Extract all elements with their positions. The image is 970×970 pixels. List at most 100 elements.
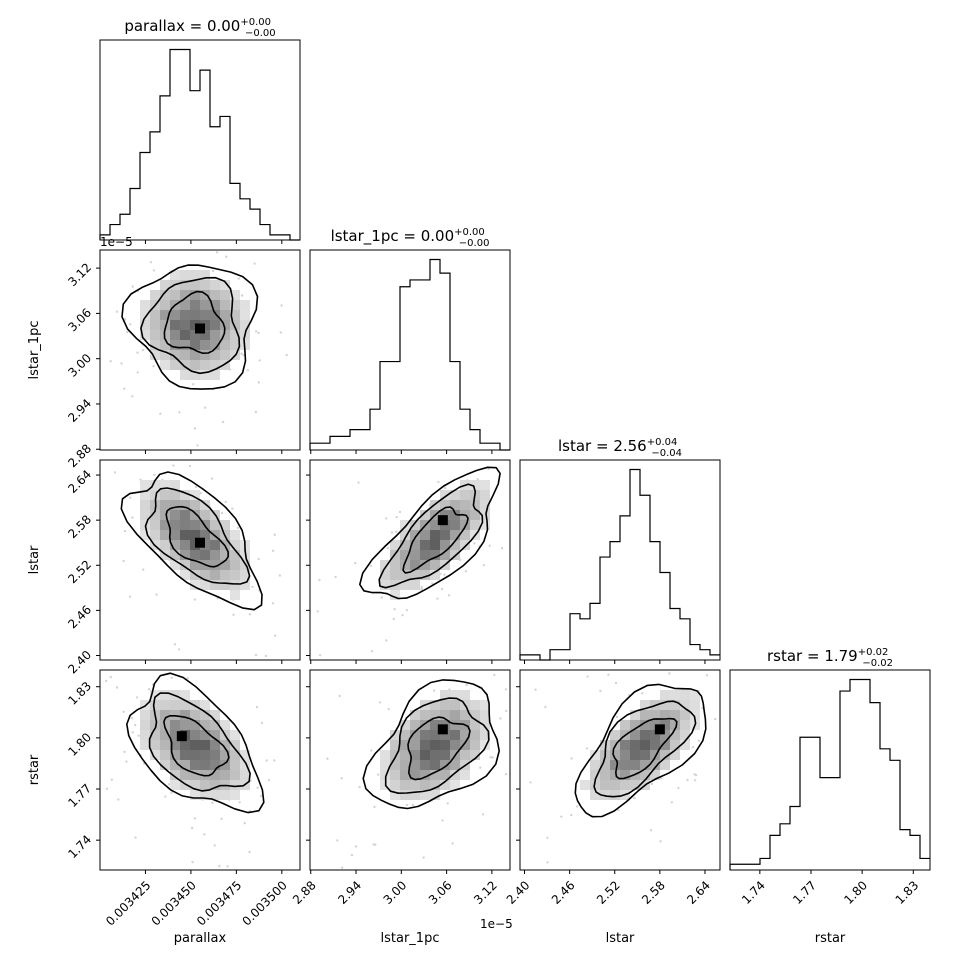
y-axis-label-lstar_1pc: lstar_1pc [27, 321, 42, 380]
density-cell [210, 330, 220, 340]
density-cell [470, 700, 480, 710]
density-cell [460, 530, 470, 540]
density-cell [220, 720, 230, 730]
density-cell [180, 330, 190, 340]
density-cell [180, 570, 190, 580]
density-cell [610, 770, 620, 780]
density-cell [430, 790, 440, 800]
density-cell [220, 760, 230, 770]
y-tick-label: 1.77 [65, 781, 94, 810]
title-name: rstar [767, 647, 803, 665]
density-cell [470, 510, 480, 520]
density-cell [190, 490, 200, 500]
sample-point [254, 410, 258, 414]
density-cell [690, 710, 700, 720]
density-cell [420, 570, 430, 580]
density-cell [160, 510, 170, 520]
title-plus-error: +0.04 [647, 437, 678, 448]
contour-line [126, 672, 265, 814]
density-cell [200, 360, 210, 370]
density-cell [170, 770, 180, 780]
density-cell [650, 710, 660, 720]
density-cell [640, 720, 650, 730]
sample-point [153, 473, 156, 476]
sample-point [126, 330, 129, 334]
sample-point [504, 773, 508, 776]
sample-point [231, 507, 234, 510]
density-cell [190, 500, 200, 510]
title-minus-error: −0.00 [459, 238, 490, 249]
density-cell [630, 730, 640, 740]
sample-point [401, 614, 404, 617]
sample-point [373, 805, 376, 809]
density-cell [620, 720, 630, 730]
sample-point [488, 544, 491, 547]
density-cell [430, 700, 440, 710]
density-cell [440, 740, 450, 750]
sample-point [357, 481, 360, 484]
density-cell [590, 770, 600, 780]
sample-point [265, 759, 268, 762]
panel-title: rstar = 1.79+0.02 −0.02 [767, 647, 893, 669]
sample-point [117, 798, 120, 801]
density-cell [150, 510, 160, 520]
density-cell [210, 520, 220, 530]
density-cell [200, 550, 210, 560]
density-cell [240, 750, 250, 760]
sample-point [336, 839, 339, 842]
sample-point [714, 717, 717, 721]
density-cell [170, 340, 180, 350]
density-cell [600, 770, 610, 780]
sample-point [694, 773, 698, 777]
panel-rstar-vs-parallax [104, 672, 276, 868]
x-tick-label: 2.64 [684, 878, 713, 907]
x-tick-label: 1.74 [739, 878, 768, 907]
contour-line [140, 276, 241, 375]
sample-point [152, 365, 155, 368]
sample-point [393, 608, 396, 611]
density-cell [180, 710, 190, 720]
density-cell [420, 530, 430, 540]
density-cell [140, 510, 150, 520]
density-cell [430, 540, 440, 550]
density-cell [620, 770, 630, 780]
density-cell [460, 770, 470, 780]
density-cell [400, 770, 410, 780]
density-cell [190, 520, 200, 530]
title-value: 1.79 [824, 647, 857, 665]
density-cell [630, 740, 640, 750]
sample-point [482, 564, 485, 567]
sample-point [236, 526, 240, 530]
density-cell [660, 690, 670, 700]
density-cell [670, 750, 680, 760]
density-cell [230, 580, 240, 590]
density-cell [390, 760, 400, 770]
y-tick-label: 2.88 [65, 441, 94, 470]
density-cell [620, 750, 630, 760]
density-cell [190, 290, 200, 300]
sample-point [188, 464, 192, 468]
density-cell [470, 710, 480, 720]
sample-point [318, 578, 321, 582]
density-cell [400, 580, 410, 590]
density-cell [160, 700, 170, 710]
sample-point [377, 773, 380, 776]
y-tick-label: 2.94 [65, 396, 94, 425]
histogram-parallax [99, 48, 300, 241]
density-cell [450, 710, 460, 720]
density-cell [670, 710, 680, 720]
density-cell [210, 370, 220, 380]
density-cell [230, 530, 240, 540]
sample-point [260, 721, 264, 725]
sample-point [110, 778, 114, 781]
density-cell [180, 370, 190, 380]
density-cell [200, 570, 210, 580]
density-cell [390, 570, 400, 580]
density-cell [200, 330, 210, 340]
sample-point [221, 420, 225, 424]
density-cell [160, 350, 170, 360]
density-cell [220, 750, 230, 760]
density-cell [430, 710, 440, 720]
sample-point [211, 269, 215, 273]
peak-marker [654, 724, 665, 735]
